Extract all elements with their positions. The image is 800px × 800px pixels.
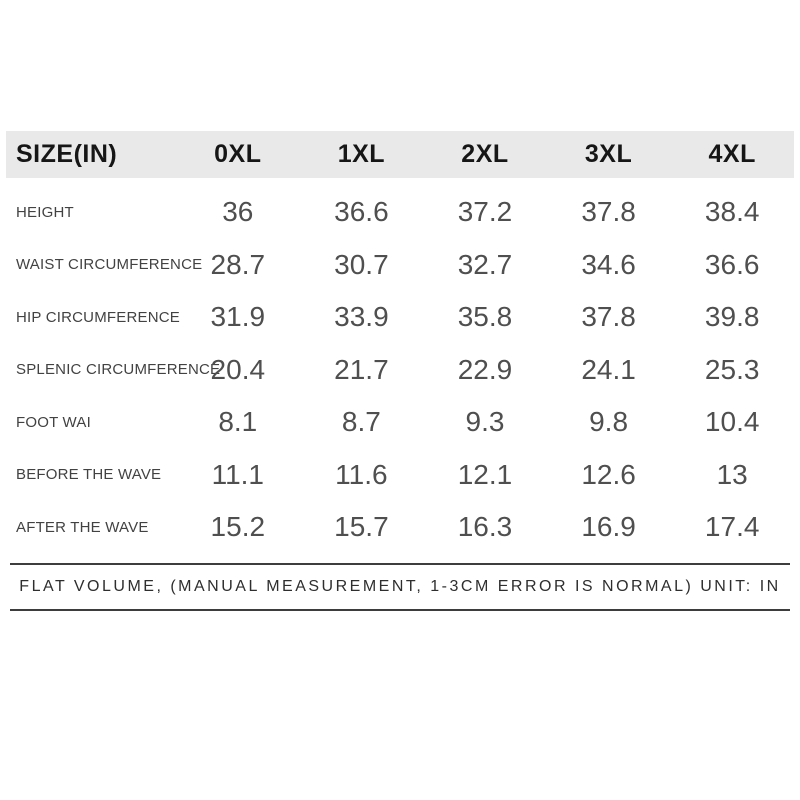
- value-cell: 12.6: [581, 458, 636, 490]
- row-label: FOOT WAI: [16, 413, 91, 431]
- value-cell: 36: [222, 196, 254, 228]
- value-cell: 15.2: [210, 511, 266, 543]
- header-col-4xl: 4XL: [708, 140, 756, 168]
- table-row-after-wave: AFTER THE WAVE 15.2 15.7 16.3 16.9 17.4: [6, 501, 794, 554]
- value-cell: 10.4: [704, 406, 760, 438]
- table-row-before-wave: BEFORE THE WAVE 11.1 11.6 12.1 12.6 13: [6, 449, 794, 502]
- value-cell: 34.6: [581, 248, 636, 280]
- size-chart-table: SIZE(IN) 0XL 1XL 2XL 3XL 4XL HEIGHT 36 3…: [6, 131, 794, 611]
- value-cell: 35.8: [457, 301, 513, 333]
- value-cell: 36.6: [704, 248, 760, 280]
- header-col-2xl: 2XL: [461, 140, 509, 168]
- value-cell: 16.9: [581, 511, 636, 543]
- value-cell: 17.4: [704, 511, 760, 543]
- value-cell: 8.1: [218, 406, 258, 438]
- row-label: SPLENIC CIRCUMFERENCE: [16, 361, 221, 379]
- value-cell: 36.6: [334, 196, 389, 228]
- value-cell: 33.9: [334, 301, 389, 333]
- table-row-height: HEIGHT 36 36.6 37.2 37.8 38.4: [6, 186, 794, 239]
- table-row-foot: FOOT WAI 8.1 8.7 9.3 9.8 10.4: [6, 396, 794, 449]
- value-cell: 24.1: [581, 353, 636, 385]
- value-cell: 37.8: [581, 196, 636, 228]
- value-cell: 22.9: [457, 353, 513, 385]
- value-cell: 9.3: [465, 406, 505, 438]
- measurement-note-band: FLAT VOLUME, (MANUAL MEASUREMENT, 1-3CM …: [10, 562, 790, 611]
- value-cell: 31.9: [210, 301, 266, 333]
- value-cell: 11.1: [211, 458, 264, 490]
- value-cell: 20.4: [210, 353, 266, 385]
- value-cell: 21.7: [334, 353, 389, 385]
- value-cell: 25.3: [704, 353, 760, 385]
- value-cell: 30.7: [334, 248, 389, 280]
- table-row-hip: HIP CIRCUMFERENCE 31.9 33.9 35.8 37.8 39…: [6, 291, 794, 344]
- header-col-1xl: 1XL: [337, 140, 386, 168]
- value-cell: 38.4: [704, 196, 760, 228]
- header-col-3xl: 3XL: [584, 140, 633, 168]
- value-cell: 39.8: [704, 301, 760, 333]
- value-cell: 12.1: [457, 458, 513, 490]
- header-col-0xl: 0XL: [214, 140, 262, 168]
- measurement-note: FLAT VOLUME, (MANUAL MEASUREMENT, 1-3CM …: [19, 577, 781, 595]
- value-cell: 16.3: [457, 511, 513, 543]
- row-label: AFTER THE WAVE: [16, 518, 149, 536]
- value-cell: 37.2: [457, 196, 513, 228]
- row-label: WAIST CIRCUMFERENCE: [16, 256, 203, 274]
- row-label: HIP CIRCUMFERENCE: [16, 308, 180, 326]
- table-row-waist: WAIST CIRCUMFERENCE 28.7 30.7 32.7 34.6 …: [6, 239, 794, 292]
- value-cell: 15.7: [334, 511, 389, 543]
- value-cell: 37.8: [581, 301, 636, 333]
- value-cell: 9.8: [589, 406, 629, 438]
- row-label: HEIGHT: [16, 203, 74, 221]
- value-cell: 13: [716, 458, 748, 490]
- row-label: BEFORE THE WAVE: [16, 466, 162, 484]
- table-row-splenic: SPLENIC CIRCUMFERENCE 20.4 21.7 22.9 24.…: [6, 344, 794, 397]
- table-body: HEIGHT 36 36.6 37.2 37.8 38.4 WAIST CIRC…: [6, 186, 794, 554]
- header-size-label: SIZE(IN): [16, 140, 118, 168]
- value-cell: 28.7: [210, 248, 266, 280]
- value-cell: 11.6: [335, 458, 388, 490]
- value-cell: 8.7: [341, 406, 381, 438]
- value-cell: 32.7: [457, 248, 513, 280]
- table-header-row: SIZE(IN) 0XL 1XL 2XL 3XL 4XL: [6, 131, 794, 178]
